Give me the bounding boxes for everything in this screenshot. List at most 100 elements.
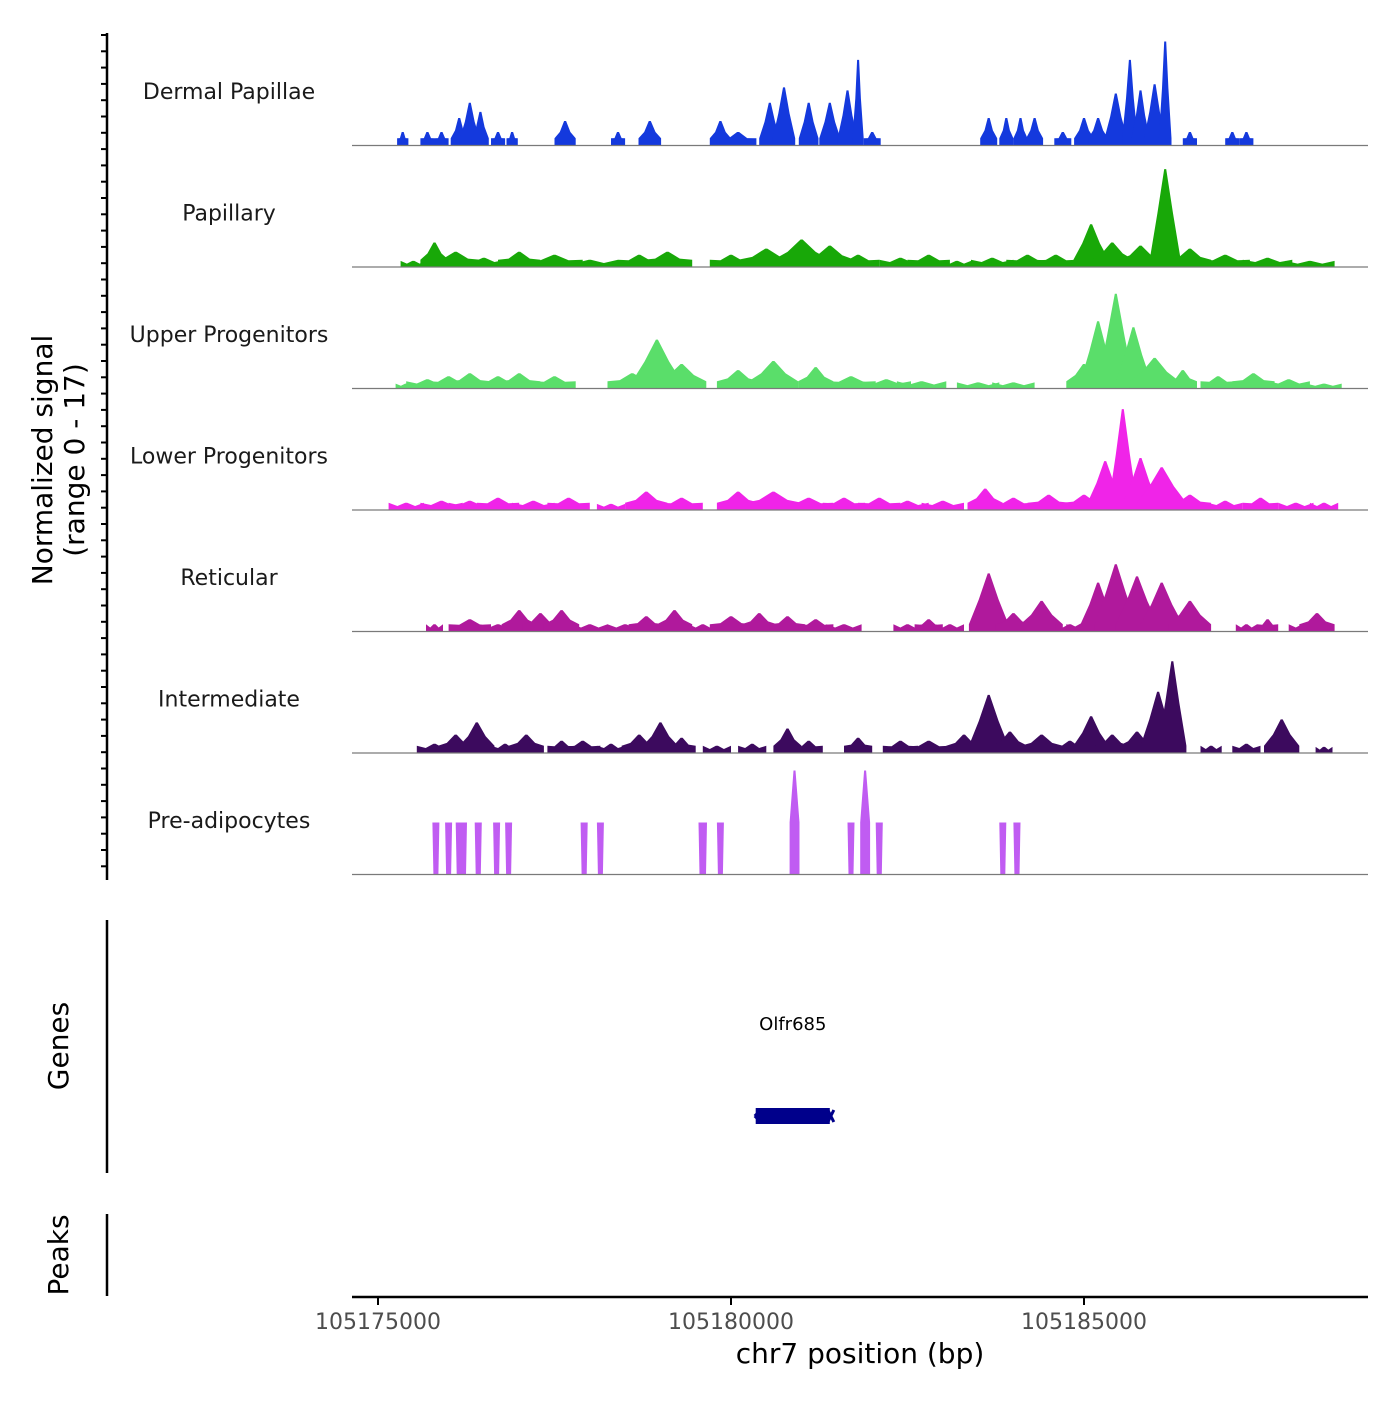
coverage-peak	[1088, 118, 1108, 146]
coverage-peak	[1013, 118, 1028, 146]
coverage-peak	[719, 132, 757, 146]
coverage-peak	[656, 364, 707, 389]
coverage-peak	[1309, 502, 1339, 510]
coverage-peak	[1182, 132, 1197, 146]
coverage-peak	[968, 573, 1009, 632]
coverage-spike	[474, 822, 482, 875]
coverage-spike	[432, 822, 440, 875]
track-label: Lower Progenitors	[130, 445, 328, 470]
track-label: Intermediate	[158, 688, 300, 713]
coverage-peak	[1108, 409, 1137, 510]
track-papillary: Papillary	[182, 169, 1368, 268]
coverage-peak	[1200, 745, 1222, 753]
genes-panel: Olfr685	[105, 920, 836, 1173]
coverage-peak	[748, 361, 799, 389]
coverage-peak	[628, 616, 664, 632]
track-label: Papillary	[182, 202, 276, 227]
coverage-peak	[798, 102, 819, 146]
coverage-peak	[844, 737, 873, 753]
coverage-peak	[1242, 497, 1279, 510]
coverage-peak	[968, 694, 1009, 753]
coverage-peak	[388, 502, 424, 510]
genes-axis-title: Genes	[42, 1002, 75, 1090]
coverage-peak	[1235, 624, 1257, 632]
coverage-peak	[971, 257, 1014, 267]
coverage-peak	[1200, 254, 1250, 267]
coverage-peak	[836, 254, 880, 267]
coverage-peak	[1242, 257, 1293, 267]
track-reticular: Reticular	[180, 564, 1368, 633]
coverage-peak	[1129, 357, 1180, 389]
coverage-peak	[1264, 719, 1300, 753]
coverage-peak	[794, 740, 823, 753]
coverage-peak	[533, 376, 576, 389]
coverage-peak	[784, 497, 834, 510]
coverage-peak	[837, 90, 858, 146]
coverage-peak	[819, 102, 841, 146]
coverage-peak	[462, 257, 506, 267]
x-tick-label: 105185000	[1021, 1310, 1147, 1335]
coverage-peak	[741, 613, 777, 632]
coverage-peak	[476, 497, 520, 510]
coverage-peak	[772, 87, 796, 146]
coverage-peak	[625, 491, 668, 510]
coverage-peak	[1232, 373, 1275, 389]
gene-label: Olfr685	[759, 1014, 826, 1035]
coverage-peak	[769, 616, 806, 632]
coverage-peak	[400, 260, 426, 267]
coverage-peak	[980, 118, 998, 146]
left-axis-group	[101, 33, 109, 880]
coverage-peak	[1158, 41, 1172, 146]
y-axis-title-line1: Normalized signal	[26, 335, 59, 586]
coverage-spike	[860, 770, 871, 875]
coverage-peak	[498, 373, 541, 389]
coverage-peak	[508, 734, 544, 753]
track-label: Pre-adipocytes	[148, 809, 311, 834]
coverage-spike	[1013, 822, 1021, 875]
coverage-peak	[822, 497, 866, 510]
coverage-peak	[1285, 260, 1335, 267]
x-tick-label: 105175000	[315, 1310, 441, 1335]
coverage-peak	[1073, 716, 1109, 753]
track-label: Reticular	[180, 566, 278, 591]
coverage-peak	[798, 367, 834, 389]
coverage-peak	[506, 132, 518, 146]
coverage-peak	[1306, 383, 1342, 389]
coverage-peak	[1168, 370, 1197, 389]
coverage-peak	[667, 737, 696, 753]
coverage-peak	[1168, 494, 1212, 510]
coverage-spike	[999, 822, 1007, 875]
coverage-peak	[921, 500, 964, 510]
gene-strand-arrow	[753, 1108, 762, 1124]
coverage-spike	[493, 822, 501, 875]
track-label: Dermal Papillae	[143, 80, 315, 105]
coverage-peak	[1267, 379, 1310, 389]
coverage-spike	[596, 822, 604, 875]
coverage-peak	[642, 251, 693, 267]
coverage-peak	[596, 743, 626, 753]
coverage-peak	[491, 132, 506, 146]
coverage-spike	[455, 822, 467, 875]
coverage-peak	[543, 610, 580, 632]
coverage-peak	[572, 624, 608, 632]
coverage-spike	[580, 822, 588, 875]
coverage-spike	[716, 822, 724, 875]
coverage-spike	[505, 822, 513, 875]
coverage-peak	[1034, 254, 1077, 267]
coverage-peak	[426, 624, 443, 632]
coverage-peak	[1257, 619, 1279, 632]
coverage-peak	[420, 132, 435, 146]
coverage-peak	[1026, 118, 1044, 146]
coverage-peak	[886, 500, 929, 510]
track-lower-progenitors: Lower Progenitors	[130, 409, 1368, 511]
coverage-peak	[1225, 132, 1240, 146]
coverage-peak	[999, 118, 1014, 146]
coverage-peak	[565, 740, 601, 753]
coverage-tracks: Dermal Papillae Papillary Upper Progenitor…	[130, 41, 1368, 876]
coverage-peak	[1239, 132, 1254, 146]
coverage-peak	[1315, 746, 1333, 753]
coverage-peak	[935, 624, 964, 632]
coverage-peak	[561, 259, 618, 267]
coverage-peak	[596, 503, 626, 510]
